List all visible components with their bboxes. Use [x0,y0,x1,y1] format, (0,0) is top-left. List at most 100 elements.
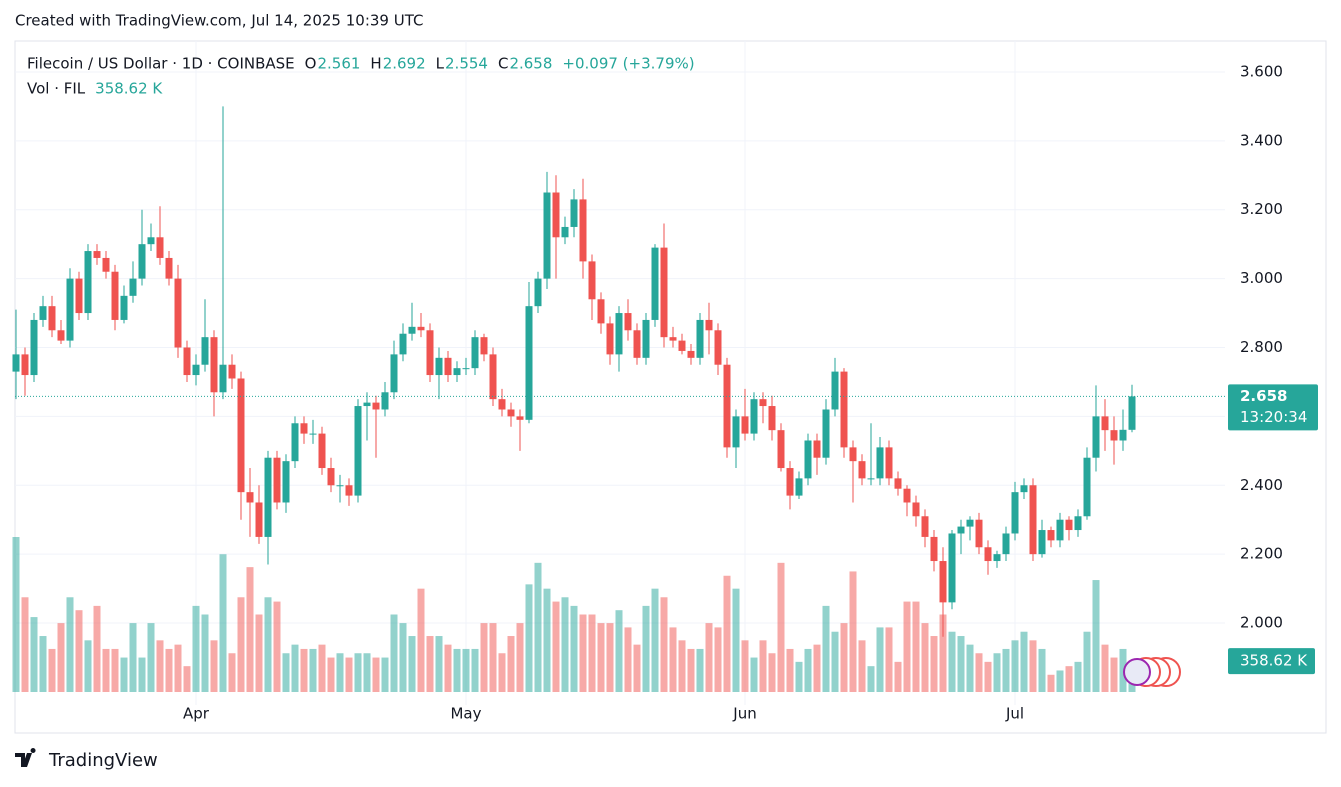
volume-bar [840,623,848,692]
volume-bar [966,644,974,692]
volume-bar [1065,666,1073,692]
volume-bar [156,640,164,692]
candle-body [678,340,686,351]
candle-body [102,257,110,272]
volume-bar [480,623,488,692]
volume-bar [507,636,515,692]
volume-bar [444,644,452,692]
candle-body [543,192,551,279]
volume-bar [12,537,20,692]
volume-bar [93,605,101,692]
volume-bar [246,567,254,692]
volume-bar [705,623,713,692]
candle-body [93,251,101,258]
volume-bar [273,601,281,692]
volume-bar [885,627,893,692]
chart-frame [14,40,1327,734]
y-tick-label: 2.400 [1240,476,1283,494]
candle-body [957,526,965,534]
candle-body [1029,485,1037,555]
ohlc-value: 2.658 [509,55,552,73]
volume-bar [498,653,506,692]
volume-bar [948,631,956,692]
y-tick-label: 2.000 [1240,614,1283,632]
candle-body [1083,457,1091,517]
candle-body [471,337,479,369]
candle-body [1101,416,1109,431]
candle-body [1074,516,1082,531]
volume-bar [876,627,884,692]
volume-bar [408,636,416,692]
candle-body [777,430,785,469]
candle-body [480,337,488,355]
candle-body [822,409,830,458]
last-price-label: 2.658 [1240,387,1287,405]
volume-bar [786,648,794,692]
candle-body [750,399,758,434]
volume-bar [201,614,209,692]
candle-body [894,478,902,489]
candle-body [174,278,182,348]
volume-bar [516,623,524,692]
volume-bar [912,601,920,692]
candle-body [165,257,173,279]
volume-bar [525,584,533,692]
candle-body [147,237,155,245]
volume-bar [264,597,272,692]
candle-body [732,416,740,448]
candle-body [840,371,848,448]
volume-bar [111,648,119,692]
volume-bar [255,614,263,692]
candle-body [1020,485,1028,493]
candle-body [309,433,317,435]
volume-bar [939,614,947,692]
candle-body [1011,492,1019,534]
volume-bar [957,636,965,692]
volume-bar [30,617,38,692]
candle-body [741,416,749,434]
candle-body [453,368,461,376]
price-badge [1228,384,1318,431]
volume-bar [984,661,992,692]
candle-body [273,457,281,503]
candle-body [1065,519,1073,531]
volume-bar [1110,657,1118,692]
x-tick-label: Apr [183,705,210,723]
candle-body [1002,533,1010,555]
candle-body [930,536,938,562]
y-tick-label: 3.400 [1240,131,1283,149]
volume-bar [822,605,830,692]
candle-body [1092,416,1100,458]
volume-bar [615,610,623,692]
volume-bar [660,597,668,692]
volume-bar [129,623,137,692]
candle-body [264,457,272,537]
candle-body [408,326,416,334]
volume-bar [552,601,560,692]
candle-body [867,478,875,480]
legend-title: Filecoin / US Dollar · 1D · COINBASE [27,55,295,73]
candle-body [237,378,245,493]
candle-body [1119,429,1127,441]
candle-body [57,330,65,341]
candle-body [1047,530,1055,541]
candle-body [669,337,677,341]
candle-body [507,409,515,417]
volume-bar [228,653,236,692]
candle-body [327,468,335,486]
volume-bar [417,588,425,692]
volume-bar [48,648,56,692]
volume-bar [642,605,650,692]
candle-body [246,492,254,503]
candle-body [588,261,596,300]
candle-body [192,364,200,376]
volume-bar [975,653,983,692]
candle-body [966,519,974,527]
candle-body [84,251,92,314]
candle-body [534,278,542,307]
candle-body [849,447,857,462]
y-tick-label: 2.200 [1240,545,1283,563]
candle-body [21,354,29,376]
candle-body [156,237,164,258]
